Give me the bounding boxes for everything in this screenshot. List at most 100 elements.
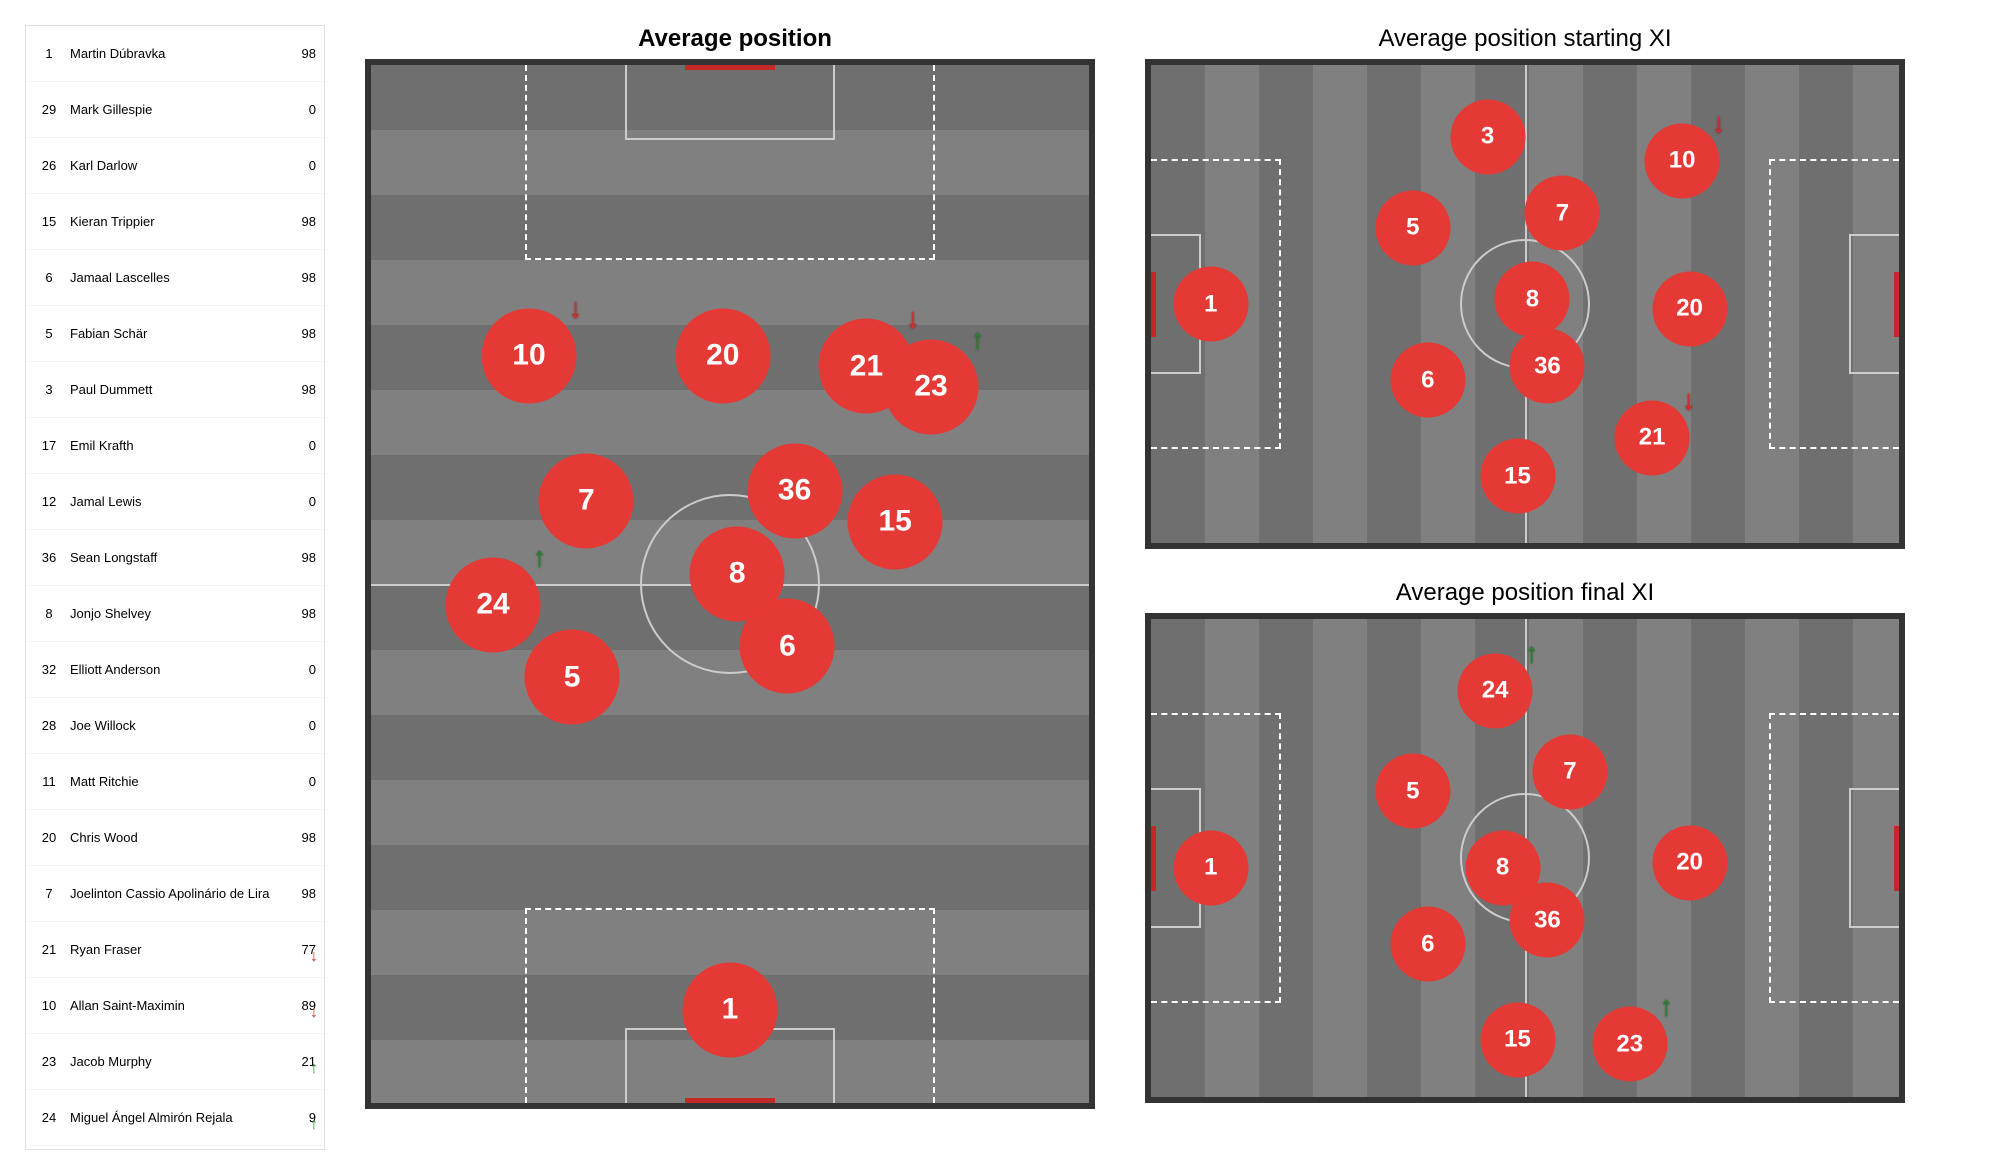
sub-off-icon: ↓ [310, 948, 318, 966]
roster-row: 36Sean Longstaff98 [26, 530, 324, 586]
player-marker: 20 [675, 308, 770, 403]
roster-name: Jacob Murphy [64, 1054, 271, 1070]
main-pitch-title: Average position [365, 25, 1105, 53]
main-pitch-column: Average position 15687361524↑10↓2021↓23↑ [365, 25, 1105, 1150]
roster-row: 10Allan Saint-Maximin89↓ [26, 978, 324, 1034]
roster-row: 1Martin Dúbravka98 [26, 26, 324, 82]
roster-name: Joelinton Cassio Apolinário de Lira [64, 886, 271, 902]
player-marker: 7 [1532, 734, 1607, 809]
roster-num: 23 [34, 1054, 64, 1069]
roster-row: 21Ryan Fraser77↓ [26, 922, 324, 978]
roster-num: 6 [34, 270, 64, 285]
roster-row: 20Chris Wood98 [26, 810, 324, 866]
roster-min: 98 [271, 606, 316, 621]
player-marker: 5 [525, 630, 620, 725]
roster-min: 77↓ [271, 942, 316, 957]
roster-row: 11Matt Ritchie0 [26, 754, 324, 810]
final-pitch-title: Average position final XI [1145, 579, 1905, 607]
roster-row: 24Miguel Ángel Almirón Rejala9↑ [26, 1090, 324, 1146]
roster-min: 98 [271, 886, 316, 901]
player-marker: 23↑ [1592, 1007, 1667, 1082]
player-marker: 23↑ [884, 339, 979, 434]
player-marker: 36 [747, 443, 842, 538]
roster-name: Miguel Ángel Almirón Rejala [64, 1110, 271, 1126]
sub-off-icon: ↓ [906, 305, 920, 333]
roster-row: 23Jacob Murphy21↑ [26, 1034, 324, 1090]
roster-min: 98 [271, 270, 316, 285]
roster-min: 9↑ [271, 1110, 316, 1125]
roster-name: Jonjo Shelvey [64, 606, 271, 622]
player-marker: 20 [1652, 271, 1727, 346]
roster-num: 32 [34, 662, 64, 677]
player-marker: 1 [683, 962, 778, 1057]
player-marker: 20 [1652, 825, 1727, 900]
roster-name: Karl Darlow [64, 158, 271, 174]
roster-min: 98 [271, 326, 316, 341]
roster-name: Ryan Fraser [64, 942, 271, 958]
roster-name: Paul Dummett [64, 382, 271, 398]
sub-on-icon: ↑ [1659, 993, 1673, 1021]
roster-name: Kieran Trippier [64, 214, 271, 230]
sub-on-icon: ↑ [533, 543, 547, 571]
roster-name: Joe Willock [64, 718, 271, 734]
roster-num: 26 [34, 158, 64, 173]
roster-num: 15 [34, 214, 64, 229]
player-marker: 15 [848, 474, 943, 569]
roster-min: 0 [271, 662, 316, 677]
player-marker: 5 [1375, 190, 1450, 265]
roster-num: 1 [34, 46, 64, 61]
sub-off-icon: ↓ [1712, 109, 1726, 137]
roster-min: 89↓ [271, 998, 316, 1013]
sub-off-icon: ↓ [1682, 386, 1696, 414]
player-marker: 36 [1510, 329, 1585, 404]
main-pitch: 15687361524↑10↓2021↓23↑ [365, 59, 1095, 1109]
roster-row: 29Mark Gillespie0 [26, 82, 324, 138]
roster-min: 0 [271, 102, 316, 117]
roster-num: 11 [34, 774, 64, 789]
player-marker: 8 [690, 526, 785, 621]
side-pitches-column: Average position starting XI 15368736151… [1145, 25, 1905, 1150]
roster-min: 0 [271, 438, 316, 453]
sub-on-icon: ↑ [310, 1060, 318, 1078]
player-marker: 6 [1390, 907, 1465, 982]
sub-off-icon: ↓ [568, 294, 582, 322]
roster-min: 0 [271, 774, 316, 789]
roster-min: 98 [271, 830, 316, 845]
roster-row: 12Jamal Lewis0 [26, 474, 324, 530]
roster-name: Chris Wood [64, 830, 271, 846]
roster-name: Jamal Lewis [64, 494, 271, 510]
final-pitch-wrap: Average position final XI 1524↑687361520… [1145, 579, 1905, 1103]
roster-name: Martin Dúbravka [64, 46, 271, 62]
sub-off-icon: ↓ [310, 1004, 318, 1022]
player-marker: 24↑ [1458, 653, 1533, 728]
roster-num: 28 [34, 718, 64, 733]
starting-pitch-title: Average position starting XI [1145, 25, 1905, 53]
roster-row: 32Elliott Anderson0 [26, 642, 324, 698]
player-marker: 5 [1375, 754, 1450, 829]
roster-min: 98 [271, 46, 316, 61]
roster-min: 0 [271, 494, 316, 509]
final-pitch: 1524↑68736152023↑ [1145, 613, 1905, 1103]
roster-min: 98 [271, 550, 316, 565]
roster-num: 17 [34, 438, 64, 453]
roster-name: Elliott Anderson [64, 662, 271, 678]
roster-name: Matt Ritchie [64, 774, 271, 790]
player-marker: 1 [1173, 830, 1248, 905]
starting-pitch-wrap: Average position starting XI 15368736151… [1145, 25, 1905, 549]
player-marker: 3 [1450, 99, 1525, 174]
roster-name: Jamaal Lascelles [64, 270, 271, 286]
roster-num: 12 [34, 494, 64, 509]
roster-row: 6Jamaal Lascelles98 [26, 250, 324, 306]
player-marker: 24↑ [446, 557, 541, 652]
roster-row: 5Fabian Schär98 [26, 306, 324, 362]
roster-num: 10 [34, 998, 64, 1013]
sub-on-icon: ↑ [971, 325, 985, 353]
roster-name: Fabian Schär [64, 326, 271, 342]
player-marker: 15 [1480, 1002, 1555, 1077]
player-marker: 6 [1390, 343, 1465, 418]
roster-row: 7Joelinton Cassio Apolinário de Lira98 [26, 866, 324, 922]
roster-min: 21↑ [271, 1054, 316, 1069]
roster-num: 21 [34, 942, 64, 957]
roster-num: 7 [34, 886, 64, 901]
player-marker: 1 [1173, 267, 1248, 342]
